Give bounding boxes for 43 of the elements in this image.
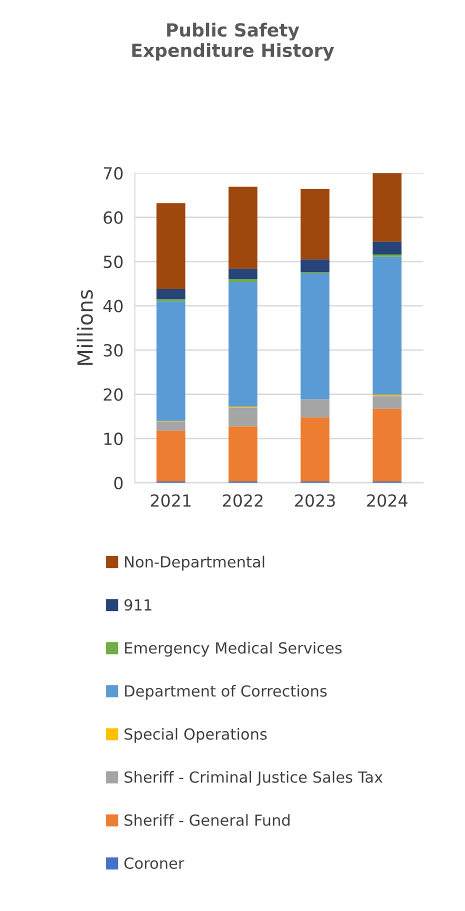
y-tick-label: 50: [104, 256, 123, 268]
y-tick-label: 40: [103, 300, 123, 312]
bar: [372, 396, 402, 409]
bar: [372, 173, 402, 242]
bar: [300, 259, 330, 272]
legend-label: Special Operations: [124, 728, 267, 743]
bar: [228, 408, 258, 426]
bar: [372, 408, 402, 482]
bar: [156, 289, 186, 300]
bar: [372, 256, 402, 395]
x-tick-label: 2023: [295, 494, 335, 507]
bar: [300, 189, 330, 260]
bar: [228, 282, 258, 407]
bar: [228, 268, 258, 280]
legend-label: Sheriff - Criminal Justice Sales Tax: [124, 771, 383, 786]
bar: [228, 426, 258, 482]
legend-label: Coroner: [124, 857, 184, 869]
bar: [156, 301, 186, 421]
legend-label: Emergency Medical Services: [125, 642, 342, 657]
bar: [156, 430, 186, 482]
y-tick-label: 70: [104, 167, 123, 180]
x-tick-label: 2022: [222, 494, 262, 507]
legend-label: Department of Corrections: [125, 684, 327, 700]
y-tick-label: 30: [104, 344, 123, 357]
bar: [300, 399, 330, 418]
bar: [156, 421, 186, 431]
x-tick-label: 2024: [367, 494, 408, 507]
bar: [300, 274, 330, 400]
legend-label: Sheriff - General Fund: [124, 814, 290, 826]
bar: [228, 279, 258, 282]
y-tick-label: 0: [114, 476, 123, 490]
x-tick-label: 2021: [150, 494, 191, 507]
y-tick-label: 20: [104, 388, 123, 401]
y-tick-label: 10: [104, 432, 123, 446]
bar: [228, 186, 258, 269]
bar: [300, 417, 330, 482]
bar: [156, 203, 186, 290]
y-axis-title: Millions: [76, 290, 93, 365]
bar: [372, 242, 402, 255]
legend-label: Non-Departmental: [125, 556, 264, 571]
y-tick-label: 60: [104, 211, 123, 224]
chart-title: Public Safety Expenditure History: [132, 22, 334, 61]
legend-label: 911: [124, 599, 152, 611]
